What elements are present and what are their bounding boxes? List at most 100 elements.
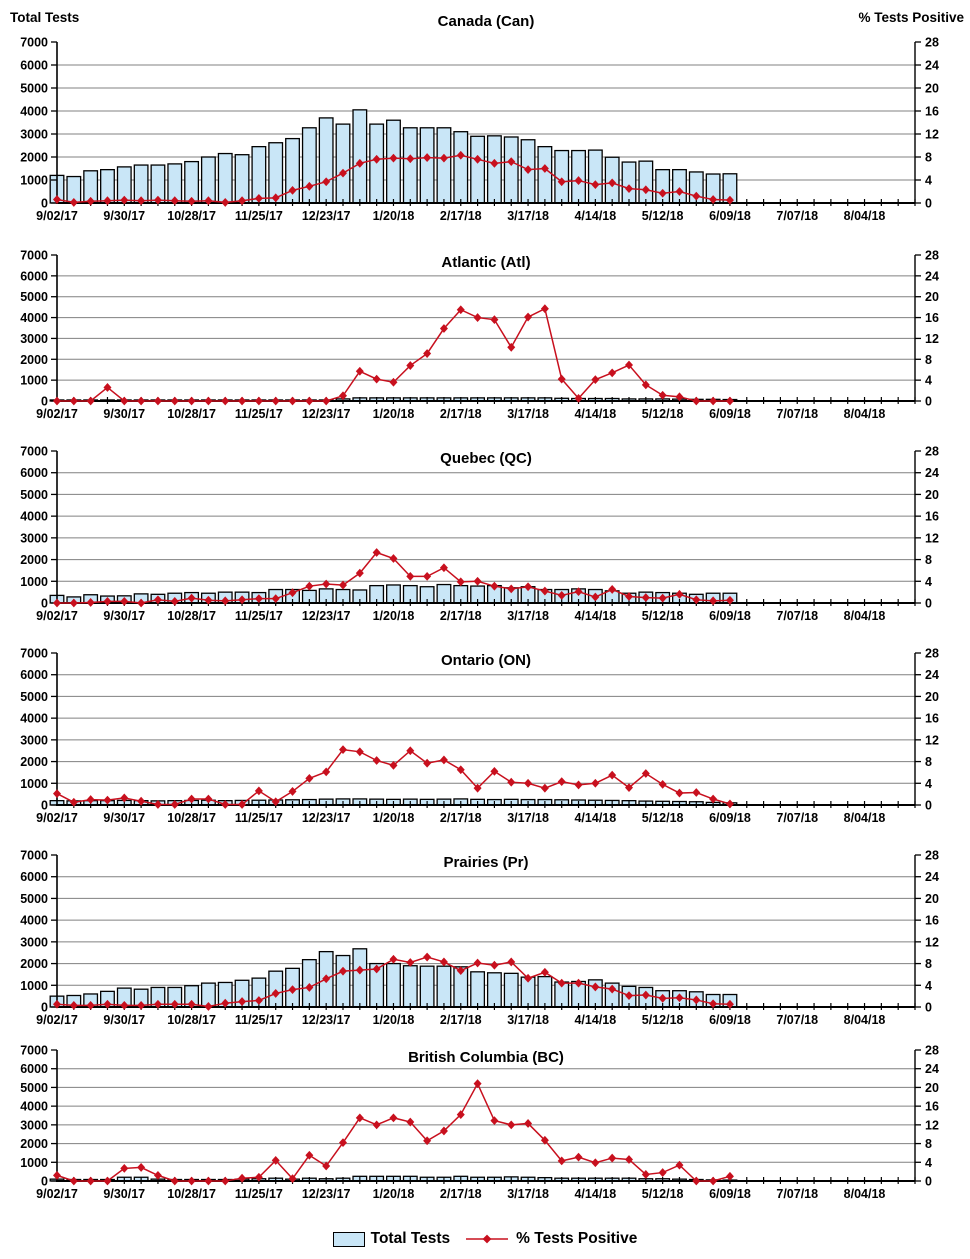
chart-title: Canada (Can)	[438, 13, 535, 30]
x-tick-label: 10/28/17	[167, 209, 216, 223]
marker	[658, 779, 667, 789]
marker	[574, 780, 583, 790]
marker	[473, 1079, 482, 1089]
left-tick-label: 6000	[20, 1062, 48, 1076]
legend-item-total-tests: Total Tests	[332, 1230, 450, 1248]
left-tick-label: 0	[41, 197, 48, 211]
marker	[204, 595, 213, 605]
x-tick-label: 2/17/18	[440, 407, 482, 421]
marker	[692, 1176, 701, 1186]
right-tick-label: 8	[925, 755, 932, 769]
left-tick-label: 6000	[20, 668, 48, 682]
x-tick-label: 1/20/18	[373, 609, 415, 623]
x-tick-label: 10/28/17	[167, 609, 216, 623]
marker	[507, 1120, 516, 1130]
marker	[507, 957, 516, 967]
marker	[423, 952, 432, 962]
left-tick-label: 7000	[20, 36, 48, 50]
marker	[322, 974, 331, 984]
marker	[204, 794, 213, 804]
right-tick-label: 28	[925, 647, 939, 661]
bar	[419, 127, 435, 204]
marker	[372, 154, 381, 164]
x-tick-label: 4/14/18	[574, 811, 616, 825]
marker	[288, 185, 297, 195]
x-tick-label: 8/04/18	[844, 811, 886, 825]
x-tick-label: 6/09/18	[709, 209, 751, 223]
x-tick-label: 9/30/17	[103, 407, 145, 421]
right-tick-label: 16	[925, 1100, 939, 1114]
left-tick-label: 0	[41, 799, 48, 813]
left-tick-label: 4000	[20, 311, 48, 325]
marker	[389, 554, 398, 563]
marker	[406, 154, 415, 164]
marker	[69, 1176, 78, 1186]
right-tick-label: 16	[925, 712, 939, 726]
marker	[524, 312, 533, 322]
marker	[372, 964, 381, 974]
right-tick-label: 28	[925, 1044, 939, 1058]
x-tick-label: 9/30/17	[103, 1013, 145, 1027]
left-tick-label: 4000	[20, 105, 48, 119]
bar	[672, 168, 687, 204]
x-tick-label: 12/23/17	[302, 1013, 351, 1027]
marker	[574, 978, 583, 988]
right-tick-label: 16	[925, 311, 939, 325]
marker	[153, 396, 162, 406]
bar	[184, 160, 200, 204]
marker	[658, 188, 667, 198]
marker	[591, 1158, 600, 1168]
marker	[103, 795, 112, 805]
marker	[406, 361, 415, 370]
marker	[120, 1000, 129, 1010]
x-tick-label: 11/25/17	[235, 209, 283, 223]
marker	[238, 997, 247, 1006]
axis-labels: 0 1000 2000 3000 4000 5000 6000 7000 0 4 8 12 16 20 24…	[20, 849, 939, 1028]
x-tick-label: 11/25/17	[235, 1013, 283, 1027]
x-tick-label: 7/07/18	[776, 407, 818, 421]
marker	[86, 1000, 95, 1010]
right-tick-label: 4	[925, 979, 932, 993]
left-tick-label: 6000	[20, 870, 48, 884]
marker	[389, 1113, 398, 1123]
marker	[288, 396, 297, 406]
x-tick-label: 5/12/18	[642, 1187, 684, 1201]
marker	[120, 596, 129, 606]
right-tick-label: 24	[925, 269, 939, 283]
marker	[305, 181, 314, 191]
marker	[103, 1176, 112, 1186]
gridlines	[57, 472, 915, 582]
marker	[372, 756, 381, 765]
marker	[355, 568, 364, 578]
marker	[557, 777, 566, 787]
marker	[221, 198, 230, 207]
line-pct-positive	[53, 304, 734, 406]
marker	[641, 769, 650, 778]
left-tick-label: 7000	[20, 1044, 48, 1058]
marker	[254, 594, 263, 604]
bar	[301, 127, 317, 204]
marker	[187, 1176, 196, 1186]
marker	[406, 746, 415, 756]
right-tick-label: 24	[925, 668, 939, 682]
marker	[591, 592, 600, 602]
left-tick-label: 1000	[20, 777, 48, 791]
marker	[507, 584, 516, 594]
marker	[675, 589, 684, 599]
bar	[217, 152, 233, 204]
left-tick-label: 0	[41, 395, 48, 409]
bar	[554, 149, 570, 204]
right-tick-label: 12	[925, 531, 939, 545]
marker	[608, 585, 617, 594]
x-tick-label: 8/04/18	[844, 609, 886, 623]
marker	[692, 995, 701, 1005]
marker	[254, 996, 263, 1005]
x-tick-label: 8/04/18	[844, 1187, 886, 1201]
marker	[305, 774, 314, 783]
marker	[271, 193, 280, 203]
marker	[423, 758, 432, 768]
marker	[86, 196, 95, 206]
marker	[557, 177, 566, 187]
marker	[103, 383, 112, 392]
marker	[372, 548, 381, 557]
